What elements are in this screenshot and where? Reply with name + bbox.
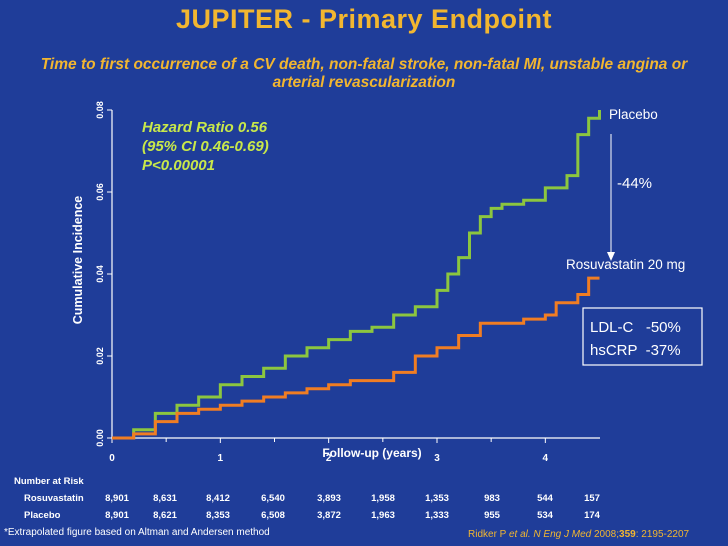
p-value-text: P<0.00001 bbox=[142, 157, 215, 174]
x-tick-label: 4 bbox=[543, 453, 549, 464]
x-axis-label: Follow-up (years) bbox=[322, 446, 421, 460]
risk-cell: 534 bbox=[537, 510, 554, 521]
x-tick-label: 0 bbox=[109, 453, 115, 464]
risk-cell: 8,631 bbox=[153, 493, 177, 504]
y-axis-label: Cumulative Incidence bbox=[71, 196, 85, 325]
y-tick-label: 0.02 bbox=[95, 347, 105, 365]
x-tick-label: 1 bbox=[218, 453, 224, 464]
risk-row-label: Placebo bbox=[24, 510, 61, 521]
x-tick-label: 2 bbox=[326, 453, 332, 464]
risk-row-label: Rosuvastatin bbox=[24, 493, 84, 504]
page-subtitle: Time to first occurrence of a CV death, … bbox=[40, 56, 688, 91]
risk-cell: 3,893 bbox=[317, 493, 341, 504]
risk-cell: 8,353 bbox=[206, 510, 230, 521]
x-tick-label: 3 bbox=[434, 453, 440, 464]
risk-cell: 174 bbox=[584, 510, 601, 521]
risk-cell: 1,333 bbox=[425, 510, 449, 521]
y-tick-label: 0.08 bbox=[95, 101, 105, 119]
risk-cell: 955 bbox=[484, 510, 501, 521]
page-title: JUPITER - Primary Endpoint bbox=[175, 4, 553, 34]
y-tick-label: 0.06 bbox=[95, 183, 105, 201]
risk-cell: 8,901 bbox=[105, 493, 129, 504]
risk-cell: 6,508 bbox=[261, 510, 285, 521]
risk-cell: 1,963 bbox=[371, 510, 395, 521]
hscrp-text: hsCRP -37% bbox=[590, 342, 681, 359]
series-line-rosuvastatin bbox=[112, 276, 600, 440]
risk-cell: 8,412 bbox=[206, 493, 230, 504]
citation-year: 2008; bbox=[591, 529, 619, 540]
risk-cell: 3,872 bbox=[317, 510, 341, 521]
risk-table-header: Number at Risk bbox=[14, 476, 84, 487]
confidence-interval-text: (95% CI 0.46-0.69) bbox=[142, 138, 269, 155]
risk-cell: 1,958 bbox=[371, 493, 395, 504]
footnote: *Extrapolated figure based on Altman and… bbox=[4, 527, 270, 538]
citation: Ridker P et al. N Eng J Med 2008;359: 21… bbox=[468, 529, 690, 540]
y-tick-label: 0.04 bbox=[95, 265, 105, 283]
y-tick-label: 0.00 bbox=[95, 429, 105, 447]
ldl-text: LDL-C -50% bbox=[590, 319, 681, 336]
risk-cell: 544 bbox=[537, 493, 554, 504]
hazard-ratio-text: Hazard Ratio 0.56 bbox=[142, 119, 268, 136]
citation-volume: 359 bbox=[619, 529, 636, 540]
risk-cell: 6,540 bbox=[261, 493, 285, 504]
citation-pages: : 2195-2207 bbox=[636, 529, 690, 540]
series-line-placebo bbox=[112, 110, 601, 440]
biomarker-box bbox=[582, 307, 703, 366]
risk-cell: 157 bbox=[584, 493, 600, 504]
risk-cell: 8,621 bbox=[153, 510, 177, 521]
risk-cell: 1,353 bbox=[425, 493, 449, 504]
reduction-text: -44% bbox=[617, 175, 652, 192]
risk-cell: 983 bbox=[484, 493, 500, 504]
placebo-label: Placebo bbox=[609, 107, 658, 122]
citation-author: Ridker P bbox=[468, 529, 509, 540]
rosuvastatin-label: Rosuvastatin 20 mg bbox=[566, 257, 685, 272]
reduction-arrow-head bbox=[607, 252, 615, 261]
risk-cell: 8,901 bbox=[105, 510, 129, 521]
citation-journal: et al. N Eng J Med bbox=[509, 529, 592, 540]
